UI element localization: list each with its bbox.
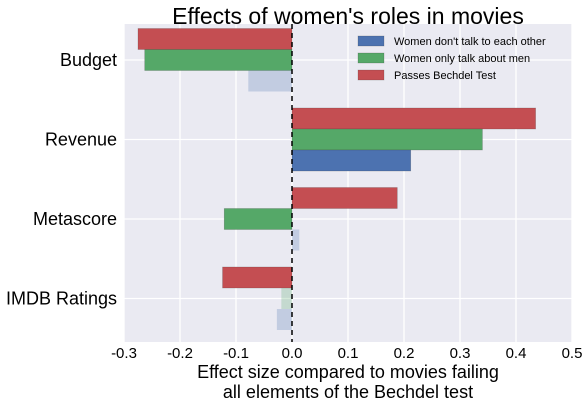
bar	[144, 49, 293, 71]
bar	[292, 229, 300, 251]
legend-swatch	[357, 35, 385, 47]
bar	[222, 266, 293, 289]
bar	[291, 128, 483, 151]
category-labels: Budget Revenue Metascore IMDB Ratings	[6, 50, 117, 309]
x-tick-label: -0.1	[223, 345, 249, 362]
bar	[248, 70, 292, 92]
category-label: Metascore	[33, 209, 117, 229]
x-tick-label: -0.3	[111, 345, 137, 362]
x-axis-label-line1: Effect size compared to movies failing	[197, 362, 499, 382]
x-tick-labels: -0.3 -0.2 -0.1 0.0 0.1 0.2 0.3 0.4 0.5	[111, 345, 582, 362]
category-label: Revenue	[45, 130, 117, 150]
x-tick-label: 0.5	[562, 345, 583, 362]
x-tick-label: 0.0	[282, 345, 303, 362]
bar	[291, 187, 398, 209]
x-tick-label: 0.4	[506, 345, 527, 362]
category-label: Budget	[60, 50, 117, 70]
legend-swatch	[357, 69, 385, 81]
bar	[276, 309, 292, 330]
x-tick-label: 0.1	[338, 345, 359, 362]
chart-title: Effects of women's roles in movies	[172, 3, 524, 29]
bar	[137, 28, 293, 50]
x-tick-label: -0.2	[167, 345, 193, 362]
legend-label: Women don't talk to each other	[394, 36, 546, 48]
x-axis-label-line2: all elements of the Bechdel test	[223, 382, 473, 402]
x-tick-label: 0.2	[394, 345, 415, 362]
bar	[291, 149, 412, 172]
legend-label: Women only talk about men	[394, 53, 530, 65]
category-label: IMDB Ratings	[6, 289, 117, 309]
bar	[281, 288, 292, 309]
bar	[223, 208, 293, 230]
x-tick-label: 0.3	[450, 345, 471, 362]
legend: Women don't talk to each other Women only…	[357, 35, 546, 82]
legend-swatch	[357, 52, 385, 64]
bar	[291, 107, 536, 130]
legend-label: Passes Bechdel Test	[394, 70, 496, 82]
bars	[137, 28, 536, 330]
